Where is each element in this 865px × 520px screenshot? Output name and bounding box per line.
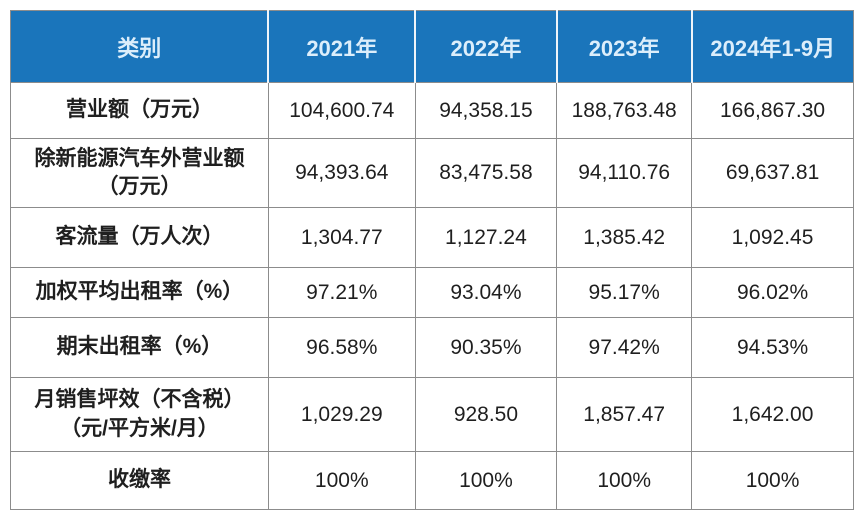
table-cell: 97.21% [267,267,416,318]
table-cell: 100% [267,451,416,510]
row-label: 收缴率 [10,451,269,510]
table-cell: 100% [414,451,558,510]
column-header-2022: 2022年 [414,10,558,83]
table-row-collection-rate: 收缴率 100% 100% 100% 100% [10,451,854,510]
table-cell: 104,600.74 [267,82,416,139]
row-label: 月销售坪效（不含税） （元/平方米/月） [10,377,269,452]
table-cell: 69,637.81 [691,138,854,208]
table-cell: 96.02% [691,267,854,318]
table-cell: 1,092.45 [691,207,854,268]
column-header-category: 类别 [10,10,269,83]
row-label: 客流量（万人次） [10,207,269,268]
table-cell: 94.53% [691,317,854,378]
table-row-foot-traffic: 客流量（万人次） 1,304.77 1,127.24 1,385.42 1,09… [10,207,854,268]
row-label: 加权平均出租率（%） [10,267,269,318]
table-row-period-end-occupancy: 期末出租率（%） 96.58% 90.35% 97.42% 94.53% [10,317,854,378]
table-cell: 1,385.42 [556,207,693,268]
column-header-2023: 2023年 [555,10,693,83]
column-header-2024: 2024年1-9月 [690,10,854,83]
table-cell: 96.58% [267,317,416,378]
table-cell: 94,358.15 [414,82,558,139]
metrics-table: 类别 2021年 2022年 2023年 2024年1-9月 营业额（万元） 1… [10,10,854,510]
table-cell: 95.17% [556,267,693,318]
table-row-revenue: 营业额（万元） 104,600.74 94,358.15 188,763.48 … [10,82,854,139]
table-cell: 94,393.64 [267,138,416,208]
table-cell: 90.35% [414,317,558,378]
table-cell: 100% [556,451,693,510]
table-row-monthly-sales-efficiency: 月销售坪效（不含税） （元/平方米/月） 1,029.29 928.50 1,8… [10,377,854,452]
table-cell: 93.04% [414,267,558,318]
table-cell: 928.50 [414,377,558,452]
table-cell: 94,110.76 [556,138,693,208]
table-cell: 100% [691,451,854,510]
table-cell: 1,857.47 [556,377,693,452]
table-row-weighted-occupancy: 加权平均出租率（%） 97.21% 93.04% 95.17% 96.02% [10,267,854,318]
table-cell: 83,475.58 [414,138,558,208]
table-cell: 1,642.00 [691,377,854,452]
row-label: 营业额（万元） [10,82,269,139]
table-cell: 166,867.30 [691,82,854,139]
table-cell: 1,127.24 [414,207,558,268]
column-header-2021: 2021年 [267,10,416,83]
header-row: 类别 2021年 2022年 2023年 2024年1-9月 [10,10,854,83]
row-label: 期末出租率（%） [10,317,269,378]
table-cell: 1,304.77 [267,207,416,268]
row-label: 除新能源汽车外营业额 （万元） [10,138,269,208]
table-cell: 97.42% [556,317,693,378]
table-cell: 188,763.48 [556,82,693,139]
table-cell: 1,029.29 [267,377,416,452]
table-row-revenue-ex-nev: 除新能源汽车外营业额 （万元） 94,393.64 83,475.58 94,1… [10,138,854,208]
